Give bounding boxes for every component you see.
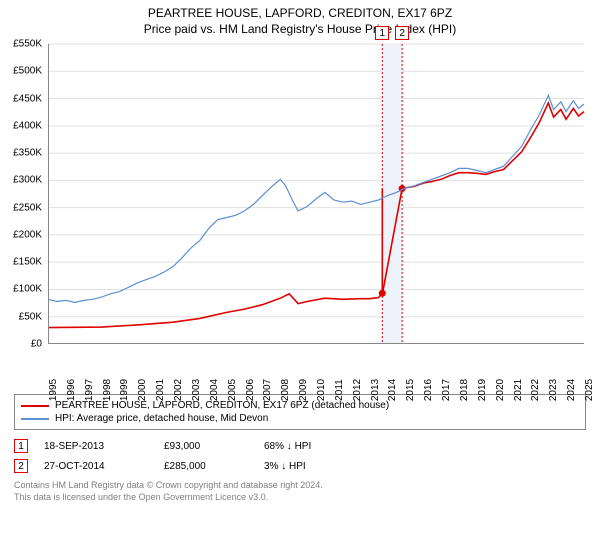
plot-area: £0£50K£100K£150K£200K£250K£300K£350K£400… [48, 44, 584, 344]
x-tick-label: 2014 [387, 379, 398, 401]
legend-swatch [21, 405, 49, 407]
y-tick-label: £350K [13, 148, 42, 159]
x-tick-label: 2004 [209, 379, 220, 401]
event-price: £93,000 [164, 441, 264, 452]
x-tick-label: 2017 [441, 379, 452, 401]
x-tick-label: 2005 [227, 379, 238, 401]
x-axis-labels: 1995 1996 1997 1998 1999 2000 2001 2002 2003 2004… [48, 356, 584, 398]
y-tick-label: £150K [13, 257, 42, 268]
sale-events: 1 18-SEP-2013£93,00068% ↓ HPI 2 27-OCT-2014… [14, 436, 586, 476]
y-tick-label: £0 [31, 339, 42, 350]
y-tick-label: £50K [19, 311, 42, 322]
event-date: 18-SEP-2013 [44, 441, 164, 452]
x-tick-label: 2003 [191, 379, 202, 401]
x-tick-label: 2021 [513, 379, 524, 401]
y-axis-labels: £0£50K£100K£150K£200K£250K£300K£350K£400… [0, 44, 44, 344]
x-tick-label: 2019 [477, 379, 488, 401]
x-tick-label: 2001 [155, 379, 166, 401]
y-tick-label: £200K [13, 229, 42, 240]
plot-border [48, 44, 584, 344]
chart-titles: PEARTREE HOUSE, LAPFORD, CREDITON, EX17 … [0, 0, 600, 36]
y-tick-label: £100K [13, 284, 42, 295]
legend-row: HPI: Average price, detached house, Mid … [21, 412, 579, 425]
title-main: PEARTREE HOUSE, LAPFORD, CREDITON, EX17 … [0, 6, 600, 20]
x-tick-label: 1997 [84, 379, 95, 401]
y-tick-label: £250K [13, 202, 42, 213]
footer: Contains HM Land Registry data © Crown c… [14, 480, 586, 503]
event-marker: 2 [14, 459, 28, 473]
event-delta: 68% ↓ HPI [264, 441, 374, 452]
legend-label: PEARTREE HOUSE, LAPFORD, CREDITON, EX17 … [55, 400, 389, 411]
x-tick-label: 1998 [102, 379, 113, 401]
sale-marker: 1 [375, 26, 389, 40]
x-tick-label: 2002 [173, 379, 184, 401]
legend-swatch [21, 418, 49, 420]
x-tick-label: 2009 [298, 379, 309, 401]
x-tick-label: 2025 [584, 379, 595, 401]
x-tick-label: 2013 [370, 379, 381, 401]
x-tick-label: 2020 [495, 379, 506, 401]
x-tick-label: 1995 [48, 379, 59, 401]
event-row: 1 18-SEP-2013£93,00068% ↓ HPI [14, 436, 586, 456]
x-tick-label: 2006 [245, 379, 256, 401]
x-tick-label: 2007 [262, 379, 273, 401]
y-tick-label: £400K [13, 120, 42, 131]
sale-marker: 2 [395, 26, 409, 40]
y-tick-label: £550K [13, 39, 42, 50]
x-tick-label: 2022 [530, 379, 541, 401]
event-delta: 3% ↓ HPI [264, 461, 374, 472]
footer-line: Contains HM Land Registry data © Crown c… [14, 480, 586, 492]
x-tick-label: 2018 [459, 379, 470, 401]
event-date: 27-OCT-2014 [44, 461, 164, 472]
title-sub: Price paid vs. HM Land Registry's House … [0, 22, 600, 36]
x-tick-label: 2015 [405, 379, 416, 401]
x-tick-label: 2012 [352, 379, 363, 401]
chart-container: PEARTREE HOUSE, LAPFORD, CREDITON, EX17 … [0, 0, 600, 503]
x-tick-label: 1996 [66, 379, 77, 401]
footer-line: This data is licensed under the Open Gov… [14, 492, 586, 504]
x-tick-label: 2008 [280, 379, 291, 401]
event-marker: 1 [14, 439, 28, 453]
x-tick-label: 2000 [137, 379, 148, 401]
x-tick-label: 2010 [316, 379, 327, 401]
event-row: 2 27-OCT-2014£285,0003% ↓ HPI [14, 456, 586, 476]
y-tick-label: £500K [13, 66, 42, 77]
x-tick-label: 2011 [334, 379, 345, 401]
y-tick-label: £300K [13, 175, 42, 186]
x-tick-label: 1999 [119, 379, 130, 401]
event-price: £285,000 [164, 461, 264, 472]
x-tick-label: 2016 [423, 379, 434, 401]
x-tick-label: 2024 [566, 379, 577, 401]
y-tick-label: £450K [13, 93, 42, 104]
x-tick-label: 2023 [548, 379, 559, 401]
legend-label: HPI: Average price, detached house, Mid … [55, 413, 268, 424]
